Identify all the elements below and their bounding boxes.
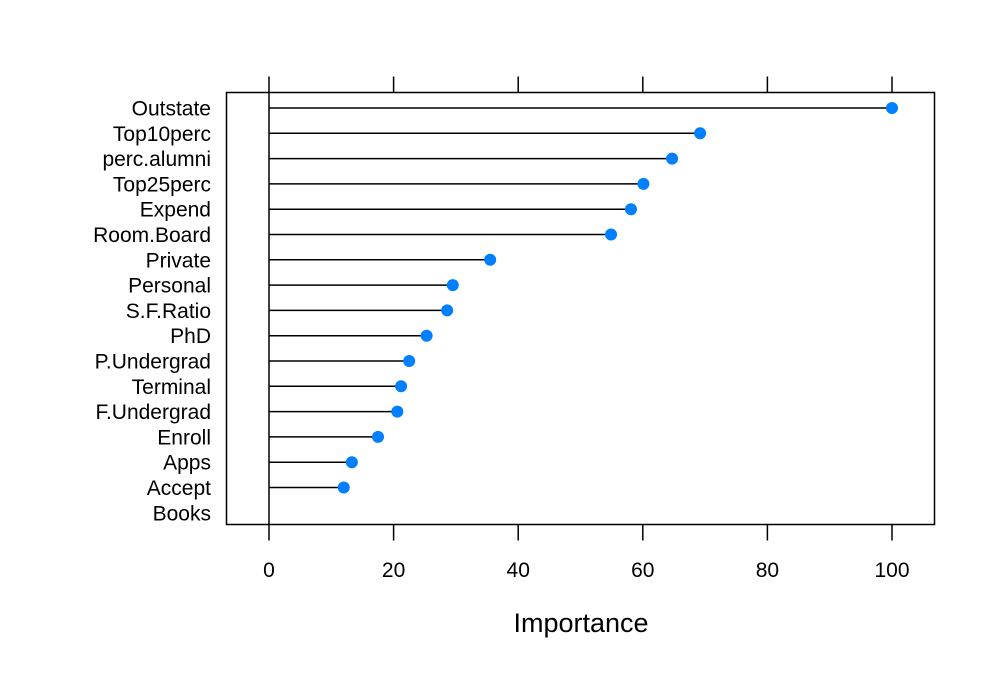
category-label: Personal [128,275,211,298]
x-tick-label: 40 [507,559,530,582]
category-label: Top25perc [113,173,211,196]
category-label: Terminal [132,376,211,399]
category-label: F.Undergrad [95,401,211,424]
x-tick-labels: 0 20 40 60 80 100 [263,559,909,582]
data-point [446,279,459,292]
category-label: Accept [147,477,211,500]
category-label: PhD [170,325,211,348]
data-point [372,430,385,443]
data-point [420,329,433,342]
data-point [666,152,679,165]
data-point [337,481,350,494]
category-label: Top10perc [113,123,211,146]
category-label: perc.alumni [102,148,211,171]
top-axis-ticks [268,76,893,93]
category-label: Expend [140,199,211,222]
data-point [886,102,898,114]
x-tick-label: 100 [874,559,909,582]
category-label: Enroll [157,426,211,449]
category-label: S.F.Ratio [126,300,211,323]
data-point [605,228,618,241]
data-point [637,177,650,190]
data-points [337,102,898,494]
category-label: Outstate [132,98,211,121]
data-point [441,304,454,317]
x-axis-title: Importance [513,608,648,638]
plot-frame [225,91,936,526]
x-tick-label: 80 [756,559,779,582]
x-tick-label: 0 [263,559,275,582]
lollipop-stems [269,107,892,489]
data-point [395,380,408,393]
data-point [403,355,416,367]
x-tick-label: 60 [631,559,654,582]
category-label: Private [146,249,211,272]
data-point [484,253,497,266]
data-point [391,405,404,418]
x-tick-label: 20 [382,559,405,582]
category-label: Room.Board [93,224,211,247]
category-label: Books [153,502,211,525]
data-point [345,456,358,469]
data-point [624,203,637,216]
category-label: P.Undergrad [95,351,211,374]
data-point [694,127,707,140]
category-label: Apps [163,452,211,475]
bottom-axis-ticks [268,524,893,541]
